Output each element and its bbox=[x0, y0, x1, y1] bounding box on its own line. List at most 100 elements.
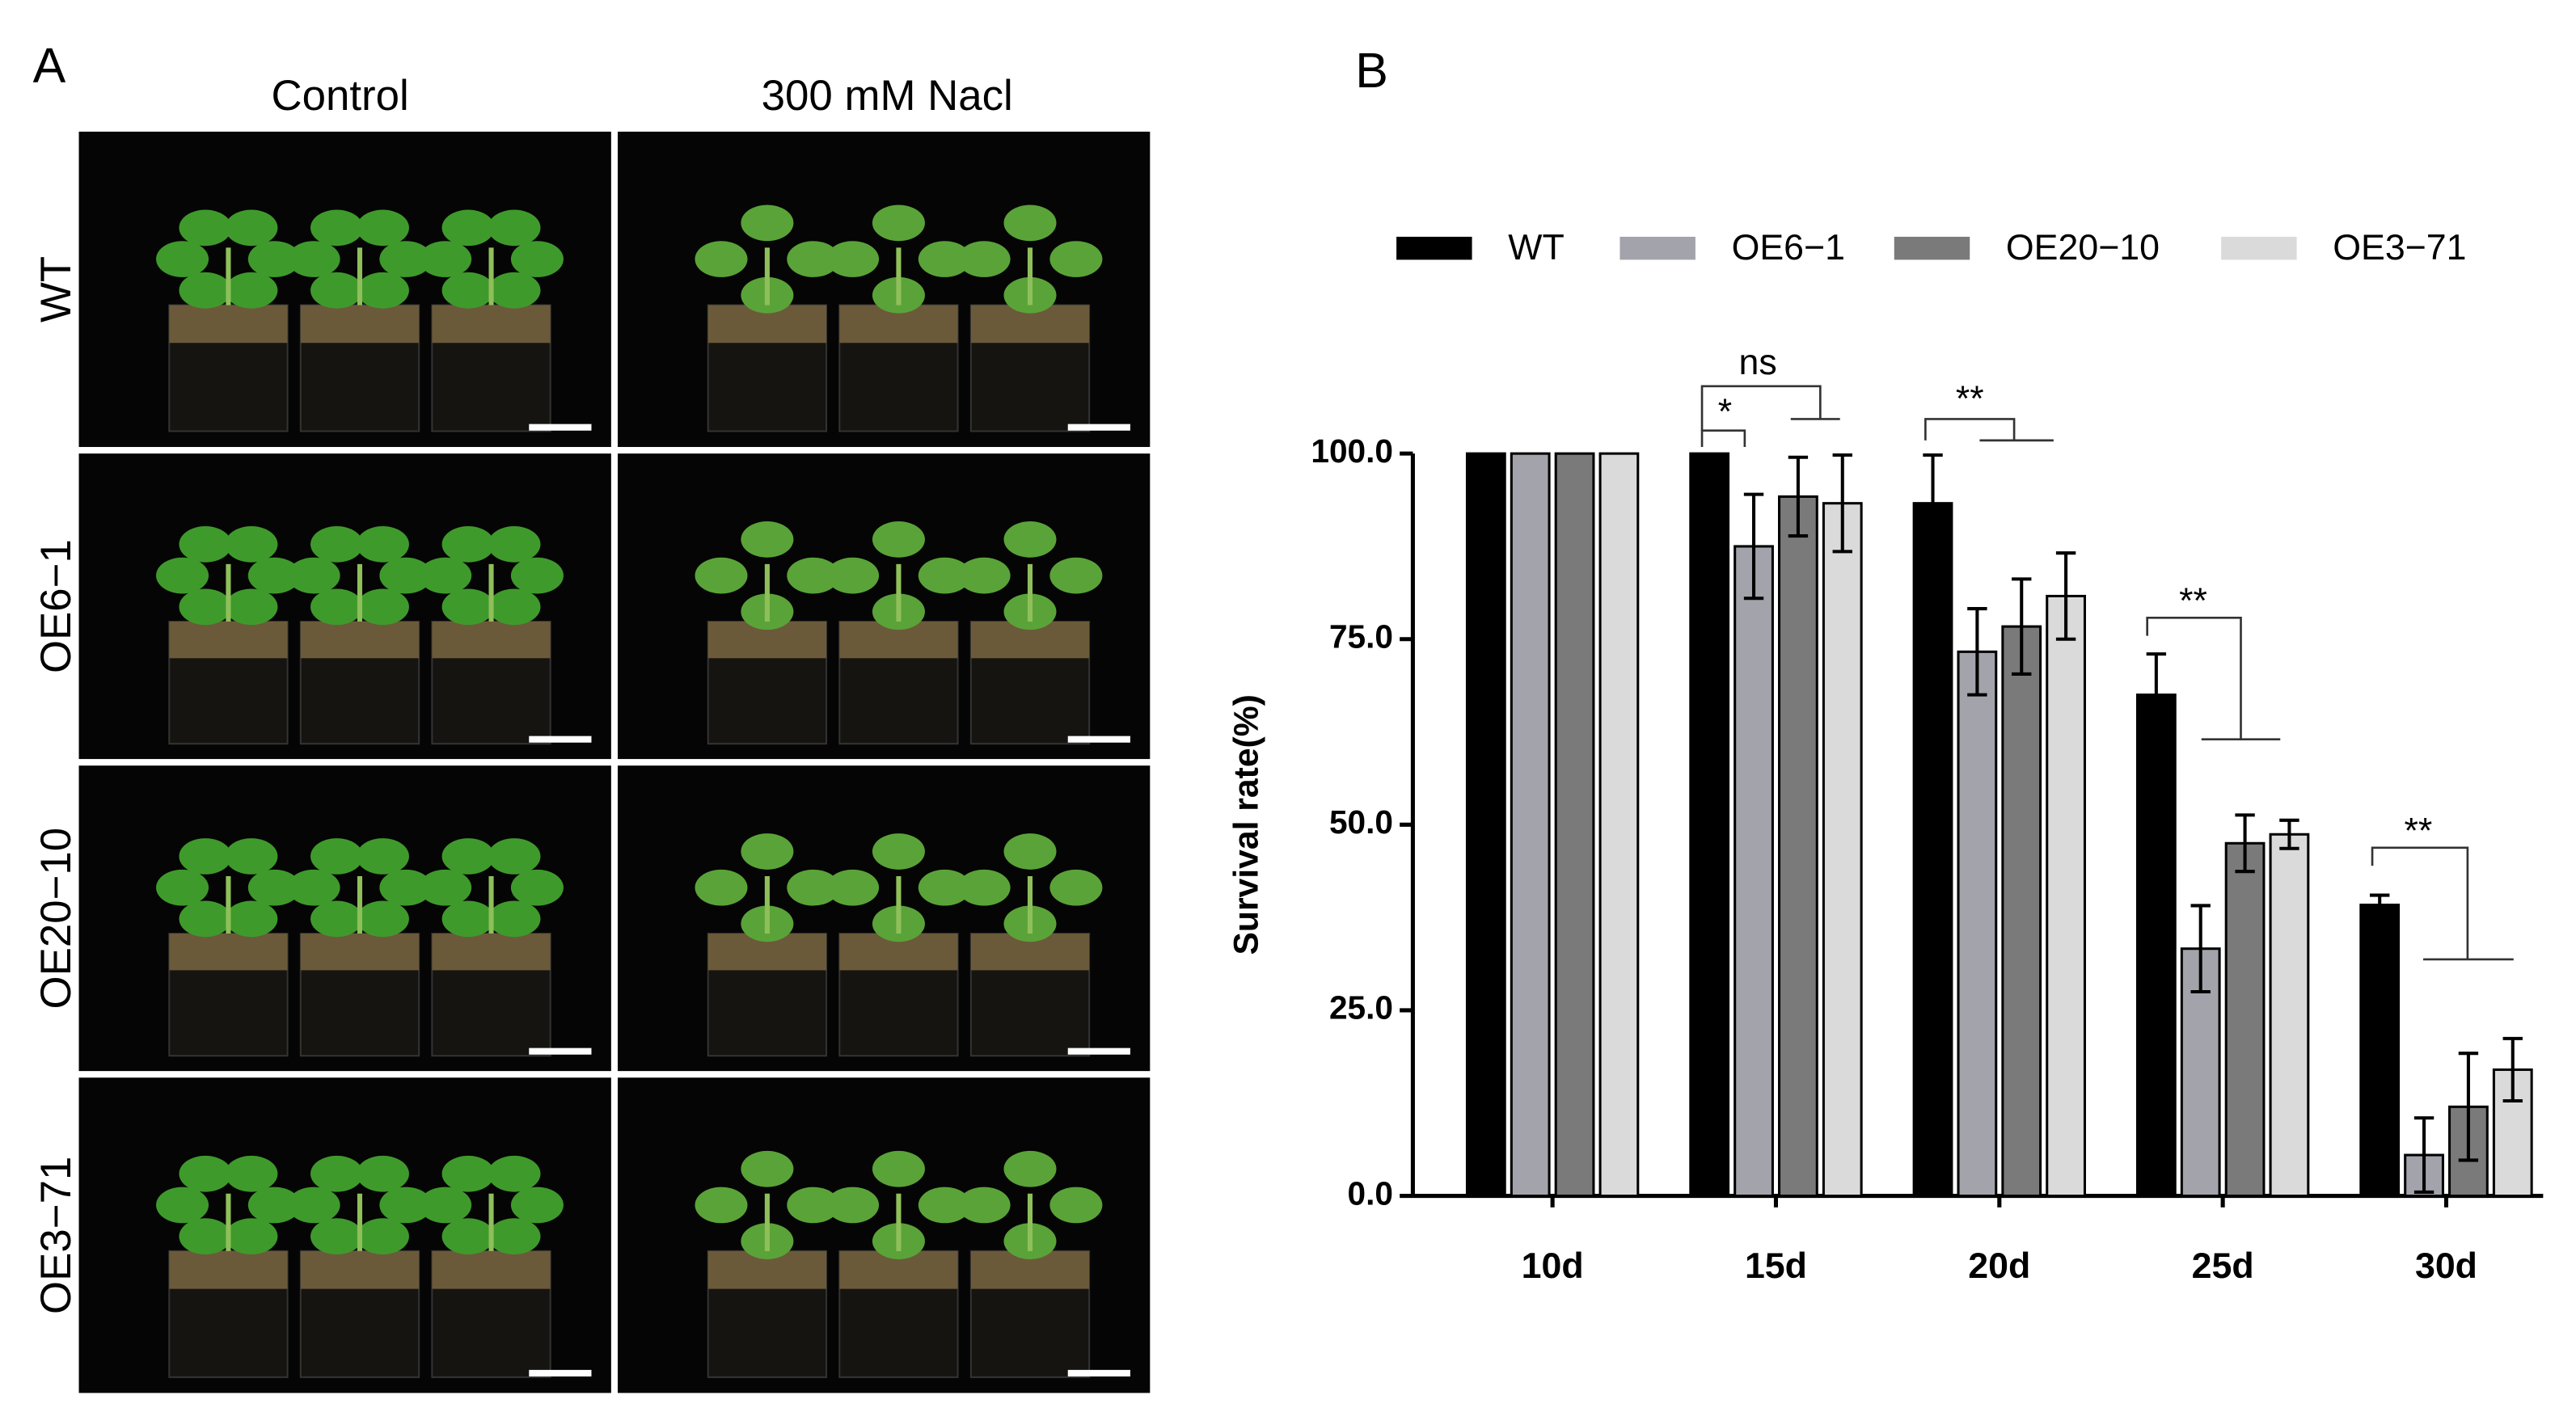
bar bbox=[1554, 452, 1595, 1198]
leaf bbox=[179, 272, 232, 309]
bar bbox=[1510, 452, 1551, 1198]
leaf bbox=[918, 1187, 971, 1224]
leaf bbox=[741, 1150, 794, 1187]
leaf bbox=[1003, 1150, 1057, 1187]
leaf bbox=[488, 526, 541, 563]
leaf bbox=[441, 588, 495, 626]
leaf bbox=[419, 557, 472, 594]
legend-swatch bbox=[1894, 236, 1970, 260]
leaf bbox=[1049, 869, 1103, 906]
leaf bbox=[310, 272, 364, 309]
leaf bbox=[510, 869, 564, 906]
bar bbox=[1778, 495, 1818, 1198]
leaf bbox=[787, 1187, 840, 1224]
leaf bbox=[356, 900, 409, 938]
error-bar bbox=[1923, 453, 1943, 554]
leaf bbox=[379, 869, 433, 906]
leaf bbox=[695, 241, 748, 277]
bar bbox=[1912, 502, 1953, 1198]
leaf bbox=[287, 557, 340, 594]
leaf bbox=[441, 209, 495, 247]
leaf bbox=[510, 557, 564, 594]
column-label: 300 mM Nacl bbox=[762, 72, 1013, 120]
error-bar bbox=[2012, 577, 2032, 676]
leaf bbox=[826, 869, 880, 906]
leaf bbox=[310, 526, 364, 563]
error-bar bbox=[1788, 455, 1809, 538]
y-tick-label: 75.0 bbox=[1329, 618, 1393, 655]
bar bbox=[2269, 833, 2310, 1198]
soil bbox=[432, 1250, 551, 1289]
leaf bbox=[741, 204, 794, 242]
soil bbox=[300, 1250, 420, 1289]
leaf bbox=[179, 1155, 232, 1192]
y-tick-label: 100.0 bbox=[1311, 432, 1393, 470]
panel-label: B bbox=[1355, 43, 1388, 98]
leaf bbox=[488, 838, 541, 875]
leaf bbox=[225, 838, 278, 875]
y-tick-label: 25.0 bbox=[1329, 989, 1393, 1026]
legend-swatch bbox=[1396, 236, 1472, 260]
significance-label: ** bbox=[1956, 379, 1984, 419]
leaf bbox=[419, 869, 472, 906]
leaf bbox=[441, 1218, 495, 1254]
leaf bbox=[826, 557, 880, 594]
leaf bbox=[441, 900, 495, 938]
leaf bbox=[957, 557, 1011, 594]
leaf bbox=[310, 1218, 364, 1254]
legend-label: OE6−1 bbox=[1732, 228, 1845, 268]
leaf bbox=[1049, 241, 1103, 277]
leaf bbox=[1003, 204, 1057, 242]
row-label: OE3−71 bbox=[32, 1157, 80, 1314]
leaf bbox=[1003, 521, 1057, 558]
soil bbox=[432, 305, 551, 344]
bar bbox=[2046, 594, 2086, 1198]
leaf bbox=[488, 1155, 541, 1192]
significance-bracket bbox=[2371, 846, 2514, 961]
leaf bbox=[310, 900, 364, 938]
leaf bbox=[156, 241, 209, 277]
leaf bbox=[695, 1187, 748, 1224]
panel-label: A bbox=[33, 38, 66, 93]
soil bbox=[169, 305, 288, 344]
legend-swatch bbox=[1620, 236, 1696, 260]
error-bar bbox=[2190, 904, 2211, 994]
error-bar bbox=[2413, 1116, 2435, 1194]
x-tick-label: 10d bbox=[1522, 1246, 1584, 1286]
leaf bbox=[419, 1187, 472, 1224]
leaf bbox=[179, 900, 232, 938]
error-bar bbox=[2502, 1036, 2523, 1103]
bar bbox=[2135, 693, 2177, 1198]
leaf bbox=[826, 241, 880, 277]
leaf bbox=[510, 241, 564, 277]
x-tick-label: 30d bbox=[2415, 1246, 2477, 1286]
y-axis-label: Survival rate(%) bbox=[1227, 694, 1266, 955]
x-tick-label: 20d bbox=[1968, 1246, 2030, 1286]
significance-bracket bbox=[2146, 617, 2281, 741]
leaf bbox=[247, 1187, 301, 1224]
leaf bbox=[787, 557, 840, 594]
leaf bbox=[356, 588, 409, 626]
leaf bbox=[441, 526, 495, 563]
leaf bbox=[356, 1218, 409, 1254]
y-tick-label: 50.0 bbox=[1329, 803, 1393, 841]
leaf bbox=[310, 1155, 364, 1192]
leaf bbox=[379, 557, 433, 594]
leaf bbox=[179, 588, 232, 626]
leaf bbox=[379, 1187, 433, 1224]
leaf bbox=[225, 1155, 278, 1192]
legend-label: WT bbox=[1508, 228, 1564, 268]
leaf bbox=[488, 900, 541, 938]
leaf bbox=[957, 241, 1011, 277]
leaf bbox=[156, 869, 209, 906]
leaf bbox=[287, 1187, 340, 1224]
bar bbox=[2224, 841, 2266, 1198]
legend-label: OE20−10 bbox=[2006, 228, 2160, 268]
leaf bbox=[872, 833, 925, 870]
error-bar bbox=[2458, 1052, 2479, 1162]
leaf bbox=[156, 557, 209, 594]
bar bbox=[1822, 502, 1863, 1198]
leaf bbox=[310, 588, 364, 626]
significance-label: * bbox=[1718, 392, 1732, 432]
